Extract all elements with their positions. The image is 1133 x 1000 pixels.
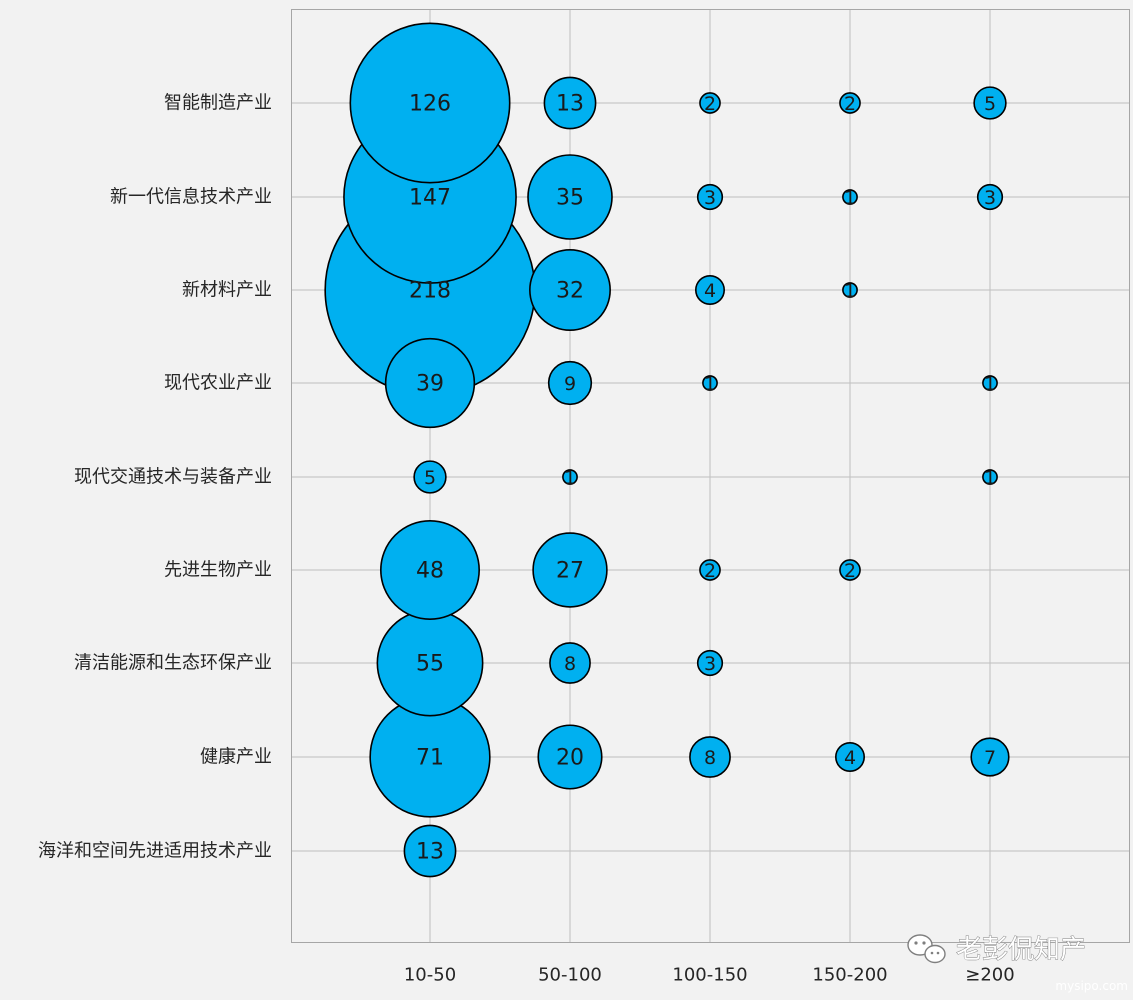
- data-bubble: [702, 375, 718, 391]
- data-label: 2: [844, 560, 856, 582]
- data-label: 5: [424, 467, 436, 489]
- data-label: 8: [564, 653, 576, 675]
- data-bubble: [696, 649, 724, 677]
- data-bubble: [982, 375, 998, 391]
- data-label: 3: [704, 653, 716, 675]
- data-label: 27: [556, 559, 584, 584]
- data-label: 1: [564, 467, 576, 489]
- data-bubble: [839, 559, 861, 581]
- data-label: 2: [704, 93, 716, 115]
- data-bubble: [349, 22, 511, 184]
- data-label: 48: [416, 559, 444, 584]
- data-label: 3: [984, 187, 996, 209]
- plot-area-frame: [291, 9, 1130, 943]
- data-bubble: [403, 824, 457, 878]
- y-tick-label: 新材料产业: [182, 280, 272, 301]
- data-bubble: [699, 92, 721, 114]
- data-bubble: [834, 741, 865, 772]
- x-axis: 10-50 50-100 100-150 150-200 ≥200: [404, 965, 1015, 986]
- data-label: 7: [984, 747, 996, 769]
- y-tick-label: 海洋和空间先进适用技术产业: [38, 841, 272, 862]
- data-label: 1: [844, 280, 856, 302]
- watermark-url: mysipo.com: [1055, 979, 1128, 993]
- y-tick-label: 清洁能源和生态环保产业: [74, 653, 272, 674]
- data-bubble: [689, 736, 731, 778]
- data-label: 2: [844, 93, 856, 115]
- data-bubble: [970, 737, 1010, 777]
- x-tick-label: 100-150: [672, 965, 747, 986]
- data-bubble: [976, 183, 1004, 211]
- x-tick-label: 50-100: [538, 965, 602, 986]
- data-label: 32: [556, 279, 584, 304]
- data-label: 126: [409, 92, 451, 117]
- data-label: 13: [556, 92, 584, 117]
- data-label: 3: [704, 187, 716, 209]
- watermark-text: 老彭侃知产: [956, 935, 1086, 965]
- data-label: 2: [704, 560, 716, 582]
- data-label: 35: [556, 186, 584, 211]
- data-bubble: [384, 337, 476, 429]
- y-tick-label: 新一代信息技术产业: [110, 187, 272, 208]
- data-bubble: [543, 76, 597, 130]
- data-label: 1: [984, 467, 996, 489]
- data-bubble: [973, 86, 1007, 120]
- data-label: 147: [409, 186, 451, 211]
- data-bubble: [527, 154, 613, 240]
- data-bubble: [842, 282, 858, 298]
- data-bubble: [839, 92, 861, 114]
- x-tick-label: ≥200: [965, 965, 1014, 986]
- y-tick-label: 健康产业: [200, 747, 272, 768]
- y-tick-label: 现代农业产业: [164, 373, 272, 394]
- y-tick-label: 先进生物产业: [164, 560, 272, 581]
- data-label: 9: [564, 373, 576, 395]
- data-bubble: [699, 559, 721, 581]
- x-tick-label: 10-50: [404, 965, 456, 986]
- data-bubble: [982, 469, 998, 485]
- y-axis: 智能制造产业新一代信息技术产业新材料产业现代农业产业现代交通技术与装备产业先进生…: [38, 93, 272, 862]
- data-bubble: [549, 642, 591, 684]
- data-label: 218: [409, 279, 451, 304]
- data-bubble: [547, 360, 593, 406]
- data-label: 8: [704, 747, 716, 769]
- data-bubble: [532, 532, 608, 608]
- data-bubble: [529, 249, 611, 331]
- data-bubble: [696, 183, 724, 211]
- y-tick-label: 智能制造产业: [164, 93, 272, 114]
- data-bubble: [562, 469, 578, 485]
- data-bubble: [842, 189, 858, 205]
- data-label: 1: [844, 187, 856, 209]
- data-label: 1: [984, 373, 996, 395]
- data-label: 1: [704, 373, 716, 395]
- data-bubble: [537, 724, 603, 790]
- data-bubble: [380, 520, 480, 620]
- data-label: 13: [416, 840, 444, 865]
- y-tick-label: 现代交通技术与装备产业: [74, 467, 272, 488]
- data-label: 39: [416, 372, 444, 397]
- data-bubble: [694, 274, 725, 305]
- data-label: 4: [704, 280, 716, 302]
- data-label: 20: [556, 746, 584, 771]
- watermark: 老彭侃知产 mysipo.com: [907, 934, 1128, 993]
- data-label: 4: [844, 747, 856, 769]
- data-label: 71: [416, 746, 444, 771]
- data-label: 5: [984, 93, 996, 115]
- data-label: 55: [416, 652, 444, 677]
- data-bubble: [413, 460, 447, 494]
- wechat-icon: [907, 934, 946, 964]
- x-tick-label: 150-200: [812, 965, 887, 986]
